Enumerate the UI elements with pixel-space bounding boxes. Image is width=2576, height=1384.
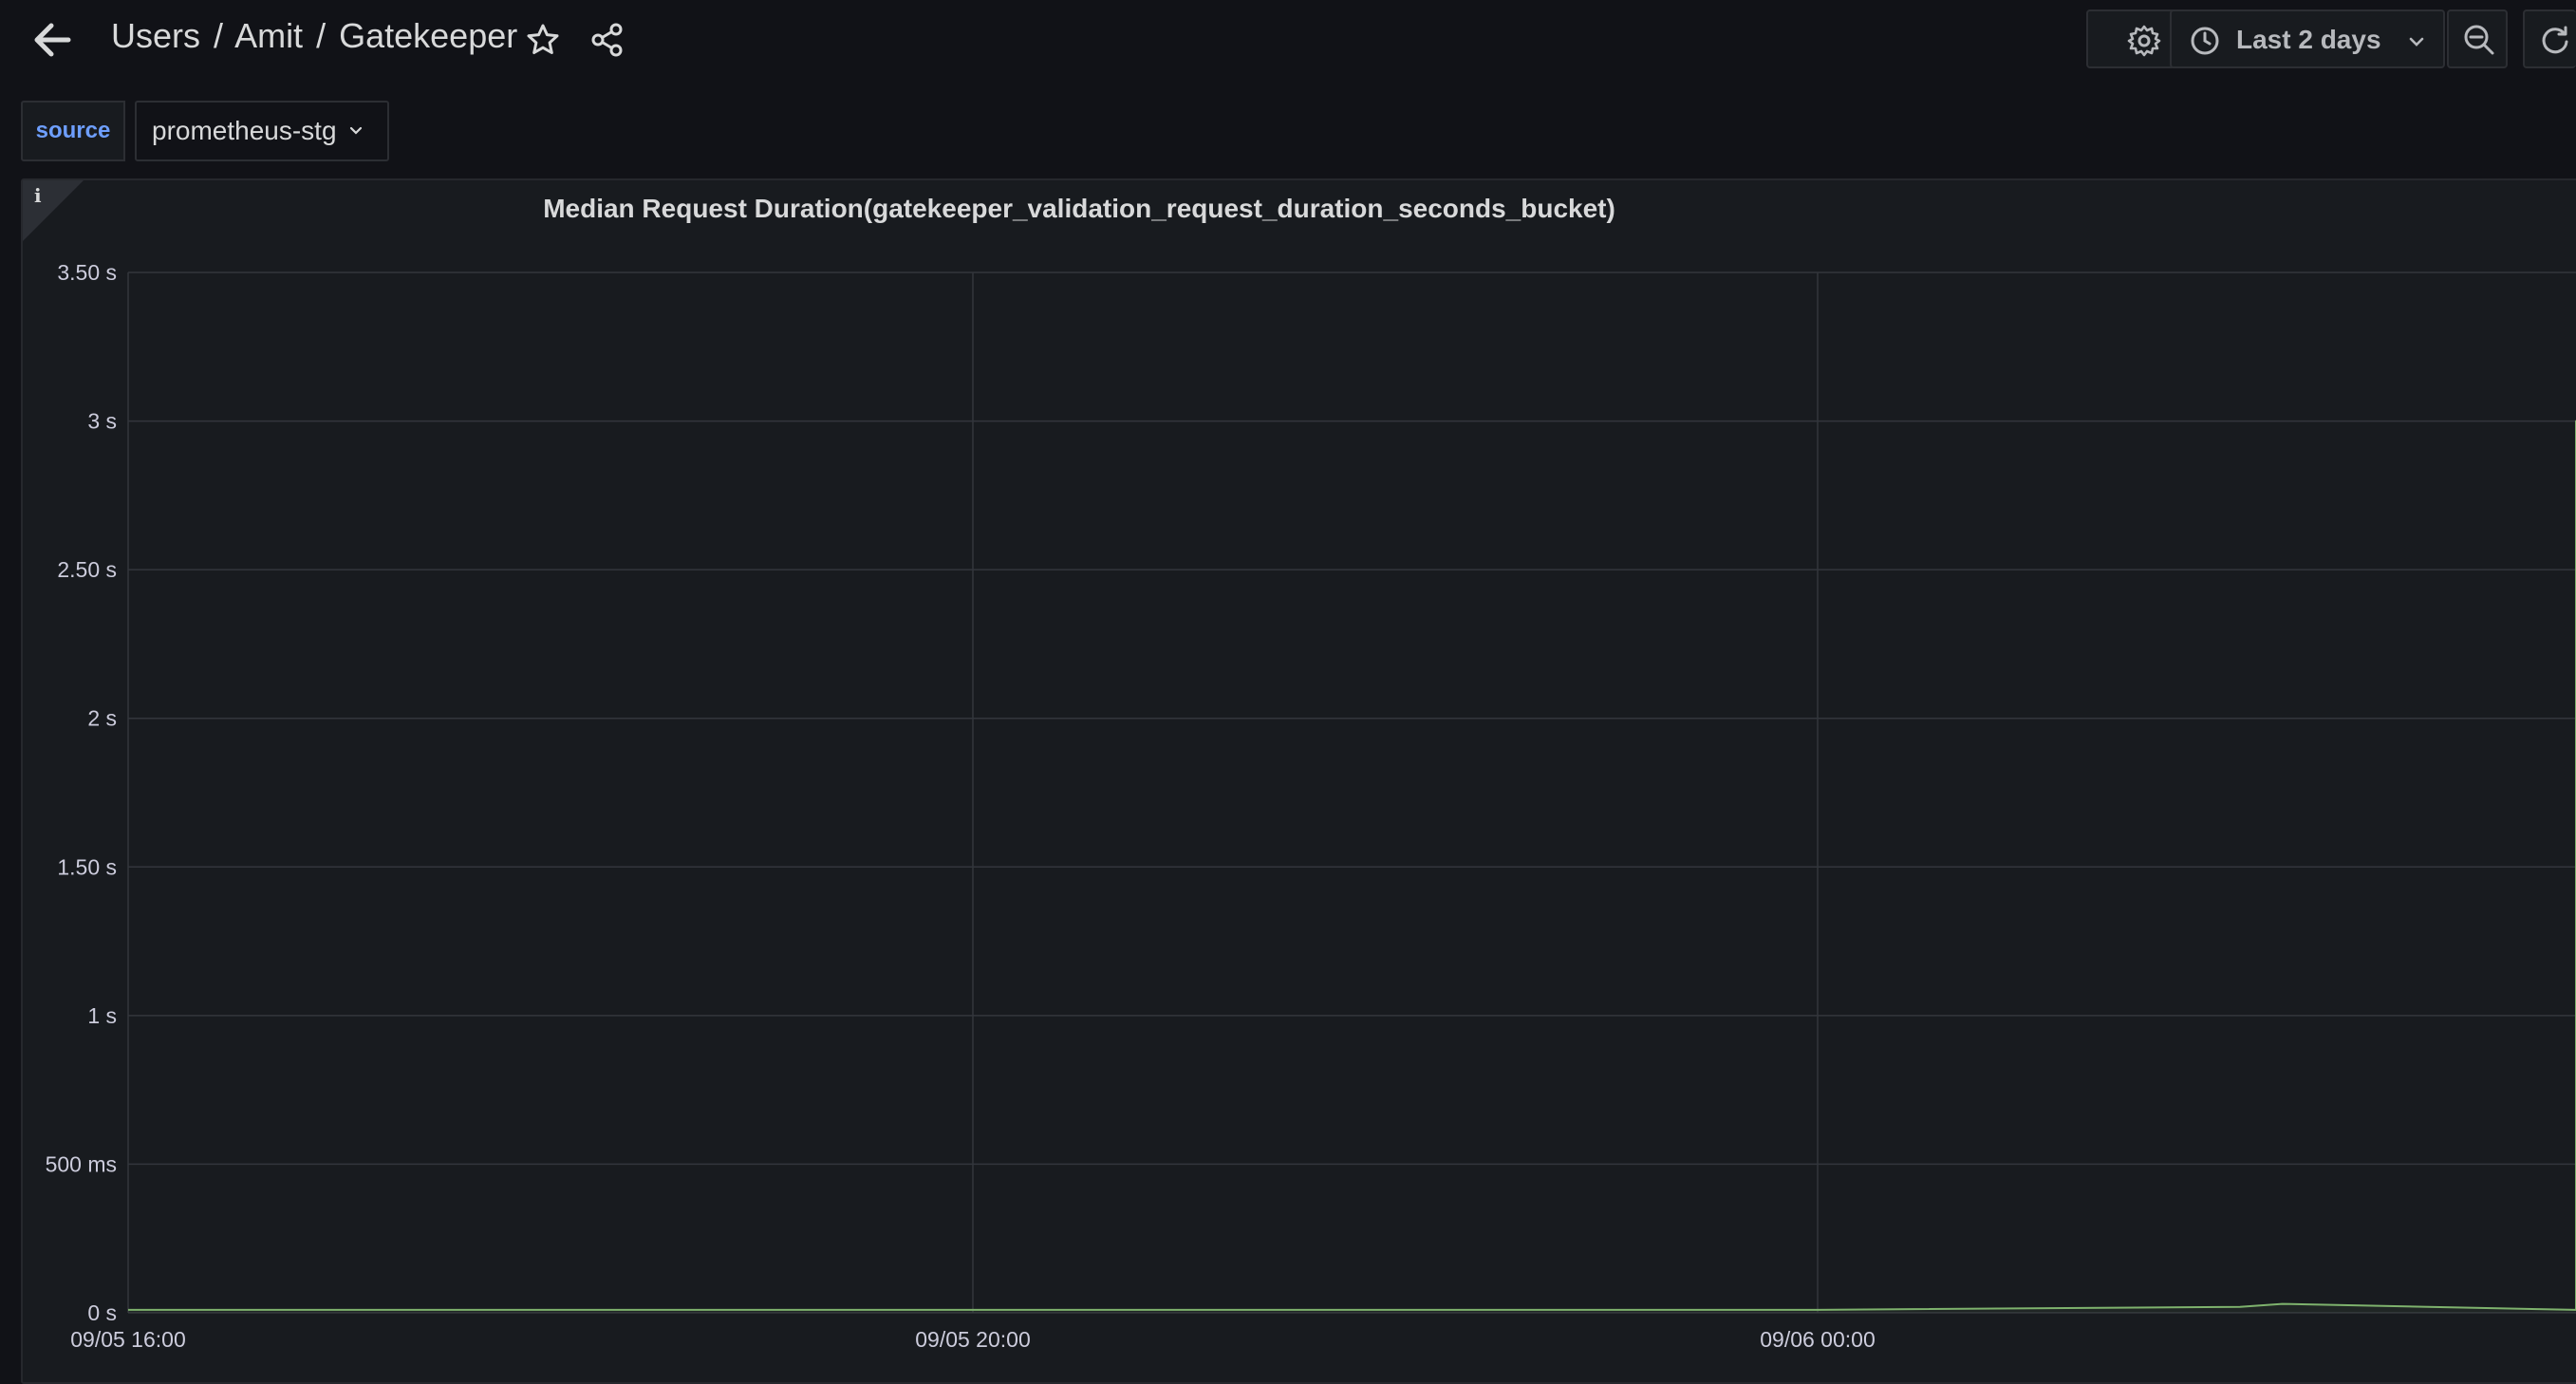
x-tick-label: 09/05 20:00 — [915, 1327, 1031, 1352]
y-tick-label: 500 ms — [46, 1151, 117, 1176]
series-line — [128, 420, 2576, 1311]
breadcrumb-folder[interactable]: Amit — [234, 16, 304, 55]
gear-icon — [2127, 25, 2161, 57]
y-tick-label: 1.50 s — [57, 854, 117, 879]
y-tick-label: 3 s — [87, 409, 117, 434]
zoom-out-icon — [2464, 25, 2494, 55]
chart-grid — [127, 271, 2576, 1314]
breadcrumb-separator: / — [316, 16, 327, 55]
y-tick-label: 3.50 s — [57, 260, 117, 285]
chevron-down-icon — [2409, 37, 2424, 47]
arrow-left-icon — [34, 23, 71, 57]
refresh-icon — [2542, 26, 2568, 54]
info-icon: i — [34, 184, 42, 207]
time-range-label: Last 2 days — [2236, 25, 2381, 54]
y-axis: 0 s 500 ms 1 s 1.50 s 2 s 2.50 s 3 s 3.50 s — [46, 260, 117, 1325]
y-tick-label: 1 s — [87, 1003, 117, 1028]
clock-icon — [2191, 27, 2219, 55]
panel-info-corner[interactable] — [23, 180, 84, 241]
chevron-down-icon — [349, 126, 362, 135]
breadcrumb: Users / Amit / Gatekeeper — [111, 16, 521, 56]
panel-title[interactable]: Median Request Duration(gatekeeper_valid… — [543, 194, 1615, 223]
back-button[interactable] — [27, 13, 84, 66]
time-range-picker[interactable]: Last 2 days — [2170, 9, 2445, 68]
y-tick-label: 2 s — [87, 706, 117, 731]
zoom-out-button[interactable] — [2447, 9, 2508, 68]
top-bar: Users / Amit / Gatekeeper Last 2 days — [0, 0, 2576, 82]
breadcrumb-separator: / — [214, 16, 224, 55]
chart[interactable]: 0 s 500 ms 1 s 1.50 s 2 s 2.50 s 3 s 3.50 s 09/… — [23, 180, 2576, 1357]
star-button[interactable] — [524, 21, 562, 59]
breadcrumb-users[interactable]: Users — [111, 16, 201, 55]
refresh-button[interactable] — [2523, 9, 2576, 68]
page-title: Gatekeeper — [339, 16, 518, 55]
x-tick-label: 09/05 16:00 — [70, 1327, 186, 1352]
variable-label: source — [21, 101, 125, 161]
graph-panel: i Median Request Duration(gatekeeper_val… — [21, 178, 2576, 1384]
star-icon — [527, 24, 559, 54]
y-tick-label: 2.50 s — [57, 557, 117, 582]
variable-value: prometheus-stg — [152, 116, 337, 145]
y-tick-label: 0 s — [87, 1300, 117, 1325]
variable-select[interactable]: prometheus-stg — [135, 101, 389, 161]
share-button[interactable] — [588, 21, 626, 59]
x-tick-label: 09/06 00:00 — [1760, 1327, 1876, 1352]
share-icon — [591, 23, 623, 57]
